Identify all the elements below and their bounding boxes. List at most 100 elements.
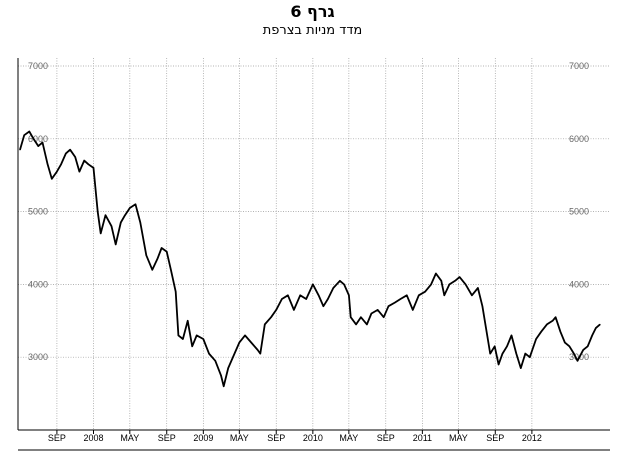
x-tick-label: SEP xyxy=(48,433,66,443)
data-point xyxy=(497,363,500,366)
data-point xyxy=(250,342,252,344)
chart-subtitle: מדד מניות בצרפת xyxy=(262,23,363,38)
data-point xyxy=(486,334,488,336)
data-point xyxy=(370,312,372,315)
y-tick-label-right: 5000 xyxy=(569,207,589,217)
data-point xyxy=(129,207,131,209)
data-point xyxy=(175,291,177,293)
data-point xyxy=(69,149,71,151)
data-point xyxy=(458,276,461,278)
data-point xyxy=(92,167,95,169)
data-point xyxy=(287,294,289,296)
series-line xyxy=(19,130,601,388)
y-tick-label-left: 4000 xyxy=(28,279,48,289)
data-point xyxy=(110,225,113,227)
data-point xyxy=(399,298,402,300)
y-tick-label-left: 3000 xyxy=(28,352,48,362)
data-point xyxy=(317,294,320,296)
data-point xyxy=(412,309,414,311)
data-point xyxy=(440,280,442,282)
x-tick-label: 2008 xyxy=(83,433,103,443)
data-point xyxy=(227,367,229,369)
x-tick-label: 2010 xyxy=(303,433,323,443)
data-point xyxy=(259,352,261,355)
data-point xyxy=(233,352,236,355)
data-point xyxy=(139,221,141,224)
data-point xyxy=(481,305,483,307)
x-tick-label: SEP xyxy=(158,433,176,443)
data-point xyxy=(220,374,222,376)
data-point xyxy=(435,272,437,275)
data-point xyxy=(591,334,593,336)
data-point xyxy=(161,247,163,249)
data-point xyxy=(293,309,295,311)
data-point xyxy=(51,178,53,180)
x-tick-label: SEP xyxy=(486,433,504,443)
data-point xyxy=(339,280,341,282)
data-point xyxy=(214,360,216,362)
data-point xyxy=(343,283,345,285)
data-point xyxy=(120,221,122,224)
data-point xyxy=(582,349,584,351)
data-point xyxy=(28,130,30,133)
data-point xyxy=(151,269,153,271)
data-point xyxy=(576,360,579,362)
data-point xyxy=(166,251,168,253)
data-point xyxy=(506,345,508,347)
data-point xyxy=(443,294,445,296)
chart-title: גרף 6 xyxy=(290,2,335,21)
data-point xyxy=(387,305,390,307)
data-point xyxy=(47,163,49,165)
data-point xyxy=(494,345,496,347)
data-point xyxy=(599,323,601,326)
data-point xyxy=(377,309,379,311)
data-point xyxy=(540,331,542,333)
data-point xyxy=(124,214,126,216)
data-point xyxy=(187,320,189,322)
data-point xyxy=(312,283,314,285)
data-point xyxy=(23,134,25,136)
data-point xyxy=(564,342,566,344)
data-point xyxy=(477,287,479,289)
data-point xyxy=(19,149,21,151)
x-tick-label: SEP xyxy=(267,433,285,443)
data-point xyxy=(264,323,266,326)
data-point xyxy=(56,170,58,173)
data-point xyxy=(394,302,396,304)
data-point xyxy=(115,243,117,245)
x-tick-label: MAY xyxy=(339,433,358,443)
data-point xyxy=(529,356,531,358)
x-tick-label: SEP xyxy=(377,433,395,443)
data-point xyxy=(350,316,352,318)
data-point xyxy=(32,138,35,140)
data-point xyxy=(430,283,432,285)
data-point xyxy=(454,280,456,282)
data-point xyxy=(202,338,204,340)
data-point xyxy=(520,367,522,369)
data-point xyxy=(299,294,301,296)
data-point xyxy=(406,294,408,296)
data-point xyxy=(83,160,85,162)
data-point xyxy=(424,291,426,293)
data-point xyxy=(366,323,368,326)
y-tick-label-right: 4000 xyxy=(569,279,589,289)
data-point xyxy=(559,331,561,333)
data-point xyxy=(41,141,44,144)
y-tick-label-left: 5000 xyxy=(28,207,48,217)
data-point xyxy=(573,352,575,355)
data-point xyxy=(595,327,597,329)
data-point xyxy=(546,323,548,326)
data-point xyxy=(501,352,504,355)
data-point xyxy=(510,334,513,336)
data-point xyxy=(464,283,467,285)
data-point xyxy=(182,338,184,340)
data-point xyxy=(418,294,420,296)
data-point xyxy=(551,320,554,322)
data-point xyxy=(196,334,198,336)
data-point xyxy=(305,298,307,300)
x-tick-label: MAY xyxy=(449,433,468,443)
x-tick-label: 2012 xyxy=(522,433,542,443)
data-point xyxy=(489,352,491,355)
x-tick-label: 2011 xyxy=(413,433,432,443)
